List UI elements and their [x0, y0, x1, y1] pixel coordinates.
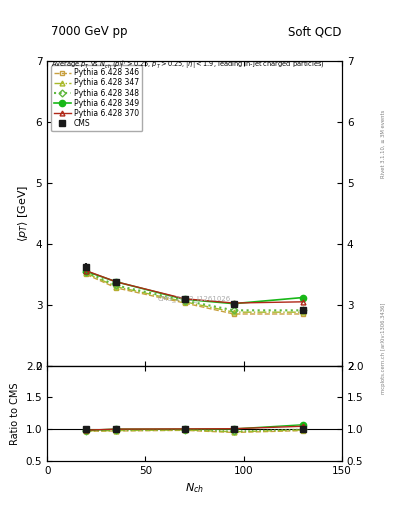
Text: 7000 GeV pp: 7000 GeV pp [51, 26, 128, 38]
Pythia 6.428 347 [114, 284, 118, 290]
Pythia 6.428 370 [114, 279, 118, 285]
Pythia 6.428 349 [300, 294, 305, 301]
Pythia 6.428 347 [231, 309, 236, 315]
Pythia 6.428 370 [300, 298, 305, 305]
Text: CMS_2013_I1261026: CMS_2013_I1261026 [158, 295, 231, 302]
Y-axis label: Ratio to CMS: Ratio to CMS [10, 382, 20, 444]
Line: Pythia 6.428 346: Pythia 6.428 346 [84, 272, 305, 316]
Pythia 6.428 348 [84, 269, 89, 275]
Pythia 6.428 349 [114, 279, 118, 285]
Text: Soft QCD: Soft QCD [288, 26, 342, 38]
Line: Pythia 6.428 349: Pythia 6.428 349 [83, 268, 306, 307]
Y-axis label: $\langle p_T \rangle$ [GeV]: $\langle p_T \rangle$ [GeV] [16, 185, 30, 242]
Pythia 6.428 347 [182, 298, 187, 305]
Line: Pythia 6.428 347: Pythia 6.428 347 [84, 271, 305, 314]
Text: Rivet 3.1.10, ≥ 3M events: Rivet 3.1.10, ≥ 3M events [381, 109, 386, 178]
Pythia 6.428 349 [84, 268, 89, 274]
Pythia 6.428 346 [114, 285, 118, 291]
Pythia 6.428 348 [114, 282, 118, 288]
Pythia 6.428 348 [231, 307, 236, 313]
Pythia 6.428 348 [182, 297, 187, 304]
X-axis label: $N_{ch}$: $N_{ch}$ [185, 481, 204, 495]
Text: Average $p_T$ vs $N_{ch}$ ($p_T^{ch}>0.25$, $p_T>0.25$, $|\eta|<1.9$, leading in: Average $p_T$ vs $N_{ch}$ ($p_T^{ch}>0.2… [51, 59, 325, 72]
Pythia 6.428 349 [231, 301, 236, 307]
Line: Pythia 6.428 370: Pythia 6.428 370 [84, 268, 305, 306]
Pythia 6.428 346 [84, 271, 89, 278]
Pythia 6.428 346 [300, 311, 305, 317]
Legend: Pythia 6.428 346, Pythia 6.428 347, Pythia 6.428 348, Pythia 6.428 349, Pythia 6: Pythia 6.428 346, Pythia 6.428 347, Pyth… [51, 65, 142, 131]
Pythia 6.428 346 [231, 311, 236, 317]
Pythia 6.428 346 [182, 300, 187, 306]
Pythia 6.428 370 [182, 296, 187, 302]
Pythia 6.428 349 [182, 296, 187, 303]
Text: mcplots.cern.ch [arXiv:1306.3436]: mcplots.cern.ch [arXiv:1306.3436] [381, 303, 386, 394]
Pythia 6.428 348 [300, 307, 305, 313]
Pythia 6.428 370 [84, 268, 89, 274]
Pythia 6.428 347 [300, 309, 305, 315]
Pythia 6.428 370 [231, 300, 236, 306]
Pythia 6.428 347 [84, 270, 89, 276]
Line: Pythia 6.428 348: Pythia 6.428 348 [84, 269, 305, 313]
